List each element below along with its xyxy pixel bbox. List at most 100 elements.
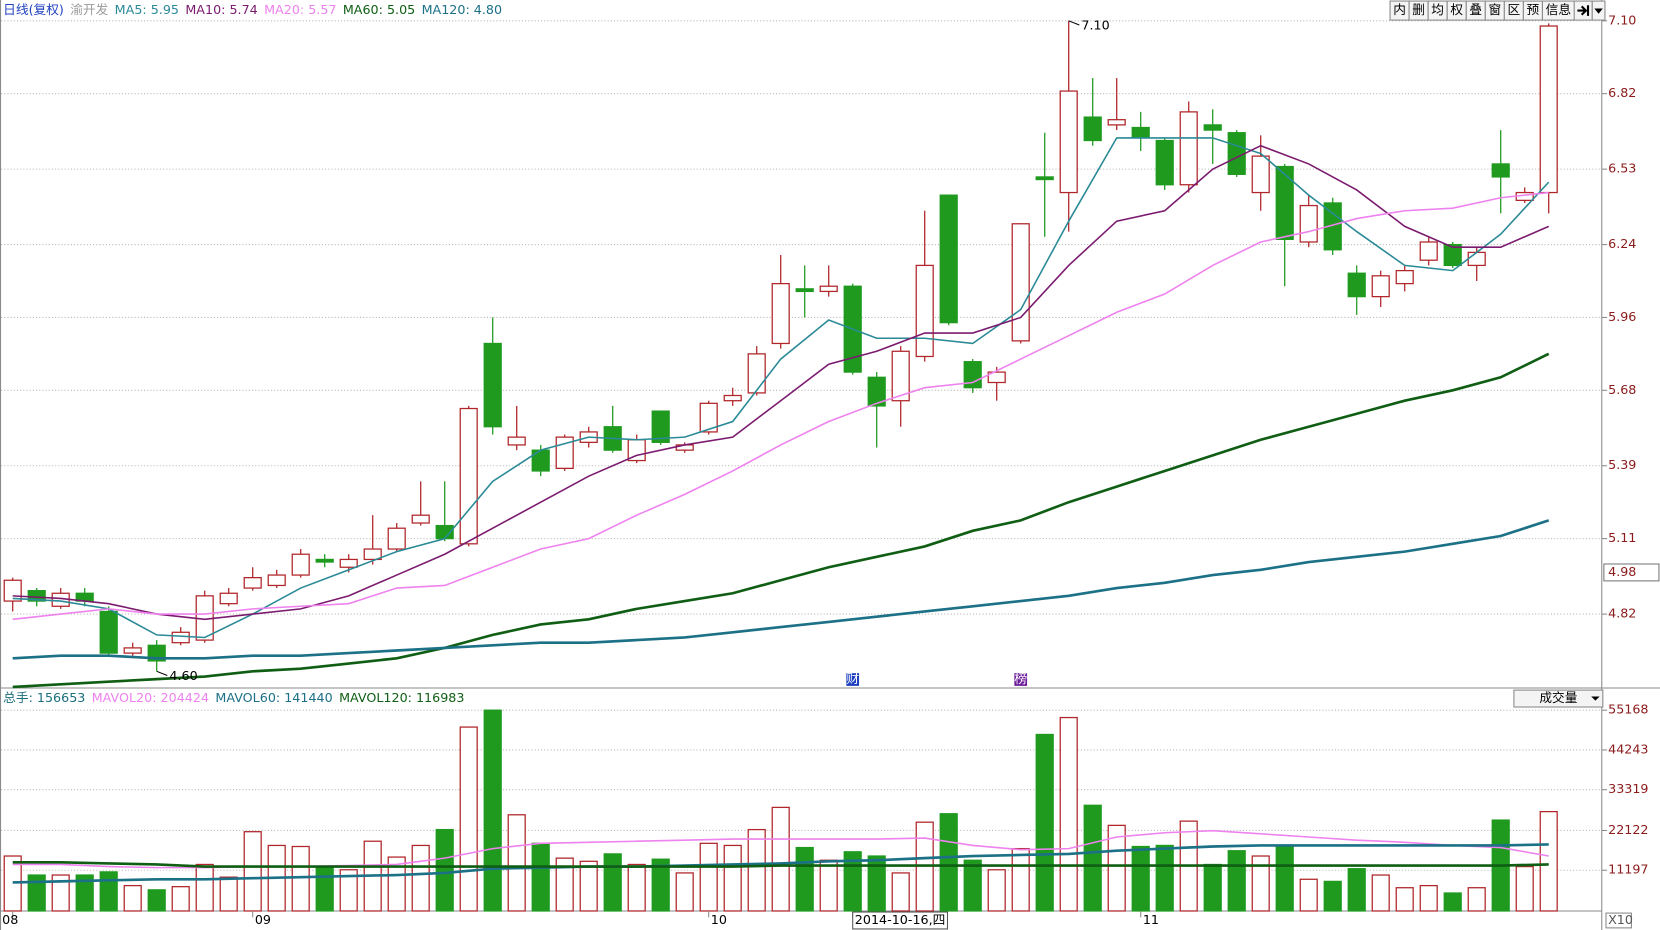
event-label[interactable]: 榜 bbox=[1014, 671, 1027, 686]
y-tick-label: 7.10 bbox=[1608, 12, 1636, 27]
event-marker[interactable] bbox=[1014, 673, 1028, 686]
legend-label: 总手: 156653 bbox=[3, 690, 85, 705]
event-label[interactable]: 财 bbox=[846, 671, 859, 686]
volume-bar bbox=[675, 872, 694, 912]
x-tick-label: 2014-10-16,四 bbox=[855, 912, 946, 927]
ma-line bbox=[12, 144, 1550, 621]
y-tick-label: 4.82 bbox=[1608, 606, 1636, 621]
volume-bar bbox=[723, 844, 742, 912]
volume-bar bbox=[1083, 804, 1102, 912]
candle-body bbox=[219, 592, 238, 605]
candle-body bbox=[1395, 269, 1414, 285]
annotation-pointer bbox=[1068, 20, 1080, 26]
toolbar-label[interactable]: 权 bbox=[1450, 2, 1463, 17]
volume-bar bbox=[1347, 868, 1366, 912]
volume-bar bbox=[555, 857, 574, 912]
candle-body bbox=[1371, 275, 1390, 298]
y-tick-label: 6.24 bbox=[1608, 236, 1636, 251]
ma-line bbox=[12, 352, 1550, 689]
y-tick-label: 22122 bbox=[1608, 822, 1648, 837]
export-icon bbox=[1577, 5, 1590, 16]
volume-bar bbox=[531, 842, 550, 912]
indicator-dropdown[interactable] bbox=[1513, 689, 1604, 708]
volume-bar bbox=[579, 860, 598, 912]
annotation-label: 7.10 bbox=[1081, 18, 1109, 33]
candle-body bbox=[747, 353, 766, 394]
volume-bar bbox=[171, 886, 190, 912]
legend-label: MAVOL20: 204424 bbox=[92, 690, 209, 705]
candle-body bbox=[411, 514, 430, 524]
toolbar-label[interactable]: 窗 bbox=[1488, 2, 1501, 17]
volume-bar bbox=[1371, 874, 1390, 912]
candle-body bbox=[1227, 132, 1246, 175]
candle-body bbox=[819, 285, 838, 293]
x-tick-label: 10 bbox=[711, 912, 727, 927]
y-tick-label: 11197 bbox=[1608, 862, 1648, 877]
volume-bar bbox=[627, 863, 646, 912]
volume-bar bbox=[1419, 884, 1438, 912]
volume-bar bbox=[867, 855, 886, 912]
candle-body bbox=[1419, 241, 1438, 261]
volume-bar bbox=[1131, 845, 1150, 912]
volume-bar bbox=[747, 828, 766, 912]
volume-bar bbox=[795, 846, 814, 912]
ma-line bbox=[12, 843, 1549, 884]
volume-bar bbox=[651, 858, 670, 912]
unit-box bbox=[1605, 912, 1632, 929]
volume-bar bbox=[771, 806, 790, 912]
ma-line bbox=[12, 519, 1550, 660]
candle-body bbox=[987, 371, 1006, 384]
toolbar-label[interactable]: 均 bbox=[1431, 2, 1444, 17]
volume-bar bbox=[891, 872, 910, 912]
indicator-label[interactable]: 成交量 bbox=[1539, 690, 1577, 705]
candle-body bbox=[315, 558, 334, 563]
candle-body bbox=[1011, 223, 1030, 342]
candle-body bbox=[1107, 119, 1126, 126]
y-tick-label: 5.96 bbox=[1608, 309, 1636, 324]
candle-body bbox=[99, 610, 118, 654]
x-tick-label: 09 bbox=[255, 912, 271, 927]
toolbar-label[interactable]: 内 bbox=[1393, 2, 1406, 17]
candle-body bbox=[1203, 124, 1222, 131]
volume-bar bbox=[1011, 847, 1030, 912]
candle-body bbox=[387, 527, 406, 550]
candle-body bbox=[1059, 90, 1078, 194]
volume-bar bbox=[411, 844, 430, 912]
annotation-pointer bbox=[156, 670, 168, 677]
toolbar-label[interactable]: 区 bbox=[1508, 2, 1521, 17]
candle-body bbox=[939, 194, 958, 324]
volume-bar bbox=[339, 869, 358, 912]
candle-body bbox=[1539, 25, 1558, 194]
toolbar-label[interactable]: 信息 bbox=[1546, 2, 1571, 17]
volume-bar bbox=[939, 813, 958, 912]
event-marker[interactable] bbox=[846, 673, 860, 686]
legend-label: MA120: 4.80 bbox=[422, 2, 502, 17]
candle-body bbox=[771, 282, 790, 345]
candle-body bbox=[1443, 243, 1462, 267]
candle-body bbox=[1251, 155, 1270, 194]
toolbar-label[interactable]: 叠 bbox=[1469, 2, 1482, 17]
candle-body bbox=[1131, 126, 1150, 139]
ma-line bbox=[12, 191, 1549, 621]
date-highlight bbox=[852, 911, 949, 930]
toolbar-button[interactable] bbox=[1541, 0, 1575, 21]
toolbar-label[interactable]: 删 bbox=[1412, 2, 1425, 17]
candle-body bbox=[651, 410, 670, 443]
volume-bar bbox=[1395, 887, 1414, 912]
volume-bar bbox=[1539, 810, 1558, 912]
volume-bar bbox=[1275, 844, 1294, 912]
y-tick-label: 5.11 bbox=[1608, 530, 1636, 545]
candle-body bbox=[339, 558, 358, 568]
toolbar-label[interactable]: 预 bbox=[1527, 2, 1540, 17]
volume-bar bbox=[963, 859, 982, 912]
legend-label: MA20: 5.57 bbox=[264, 2, 336, 17]
volume-bar bbox=[1515, 865, 1534, 912]
candle-body bbox=[363, 548, 382, 561]
volume-bar bbox=[1155, 844, 1174, 912]
volume-bar bbox=[1059, 716, 1078, 912]
volume-bar bbox=[243, 831, 262, 912]
volume-bar bbox=[27, 874, 46, 912]
volume-bar bbox=[1107, 824, 1126, 912]
